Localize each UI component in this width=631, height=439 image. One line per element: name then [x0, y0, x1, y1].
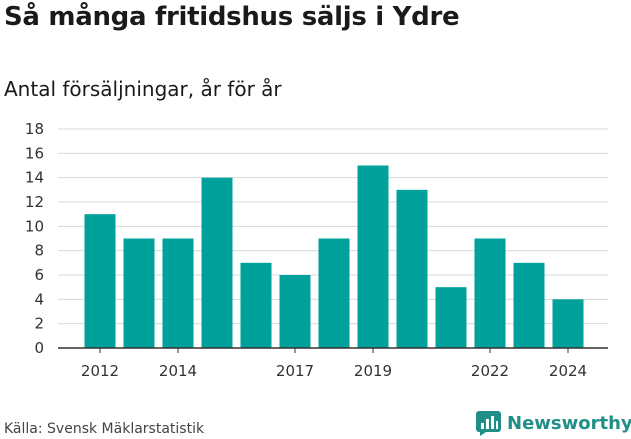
y-tick-label: 2	[34, 315, 44, 333]
x-tick-label: 2017	[276, 362, 314, 380]
brand-logo: Newsworthy	[476, 411, 631, 436]
newsworthy-logo-icon	[476, 411, 501, 436]
bar-2016	[240, 262, 272, 348]
bar-2021	[435, 287, 467, 348]
x-tick-label: 2019	[354, 362, 392, 380]
bar-2019	[357, 165, 389, 348]
y-tick-label: 8	[34, 242, 44, 260]
bar-2012	[84, 214, 116, 348]
bar-2013	[123, 238, 155, 348]
bar-2024	[552, 299, 584, 348]
bar-2015	[201, 177, 233, 348]
source-note: Källa: Svensk Mäklarstatistik	[4, 421, 205, 437]
y-tick-label: 14	[25, 169, 44, 187]
chart-title: Så många fritidshus säljs i Ydre	[4, 2, 460, 32]
bar-2023	[513, 262, 545, 348]
y-tick-label: 0	[34, 339, 44, 357]
y-tick-label: 18	[25, 120, 44, 138]
y-tick-label: 6	[34, 266, 44, 284]
axes: 0 2 4 6 8 10 12 14 16 18 2012 2014 2017 2019 2022 2024	[25, 120, 608, 380]
x-tick-label: 2024	[549, 362, 587, 380]
y-tick-label: 16	[25, 144, 44, 162]
y-tick-label: 12	[25, 193, 44, 211]
chart-subtitle: Antal försäljningar, år för år	[4, 77, 282, 101]
bar-chart: 0 2 4 6 8 10 12 14 16 18 2012 2014 2017 2019 2022 2024	[25, 120, 608, 380]
y-tick-label: 4	[34, 290, 44, 308]
bar-2022	[474, 238, 506, 348]
x-tick-label: 2014	[159, 362, 197, 380]
bar-2018	[318, 238, 350, 348]
y-tick-label: 10	[25, 217, 44, 235]
x-tick-label: 2012	[81, 362, 119, 380]
bar-2020	[396, 189, 428, 348]
bar-2017	[279, 275, 311, 348]
brand-name: Newsworthy	[507, 413, 631, 434]
bars	[84, 165, 584, 348]
bar-2014	[162, 238, 194, 348]
x-tick-label: 2022	[471, 362, 509, 380]
